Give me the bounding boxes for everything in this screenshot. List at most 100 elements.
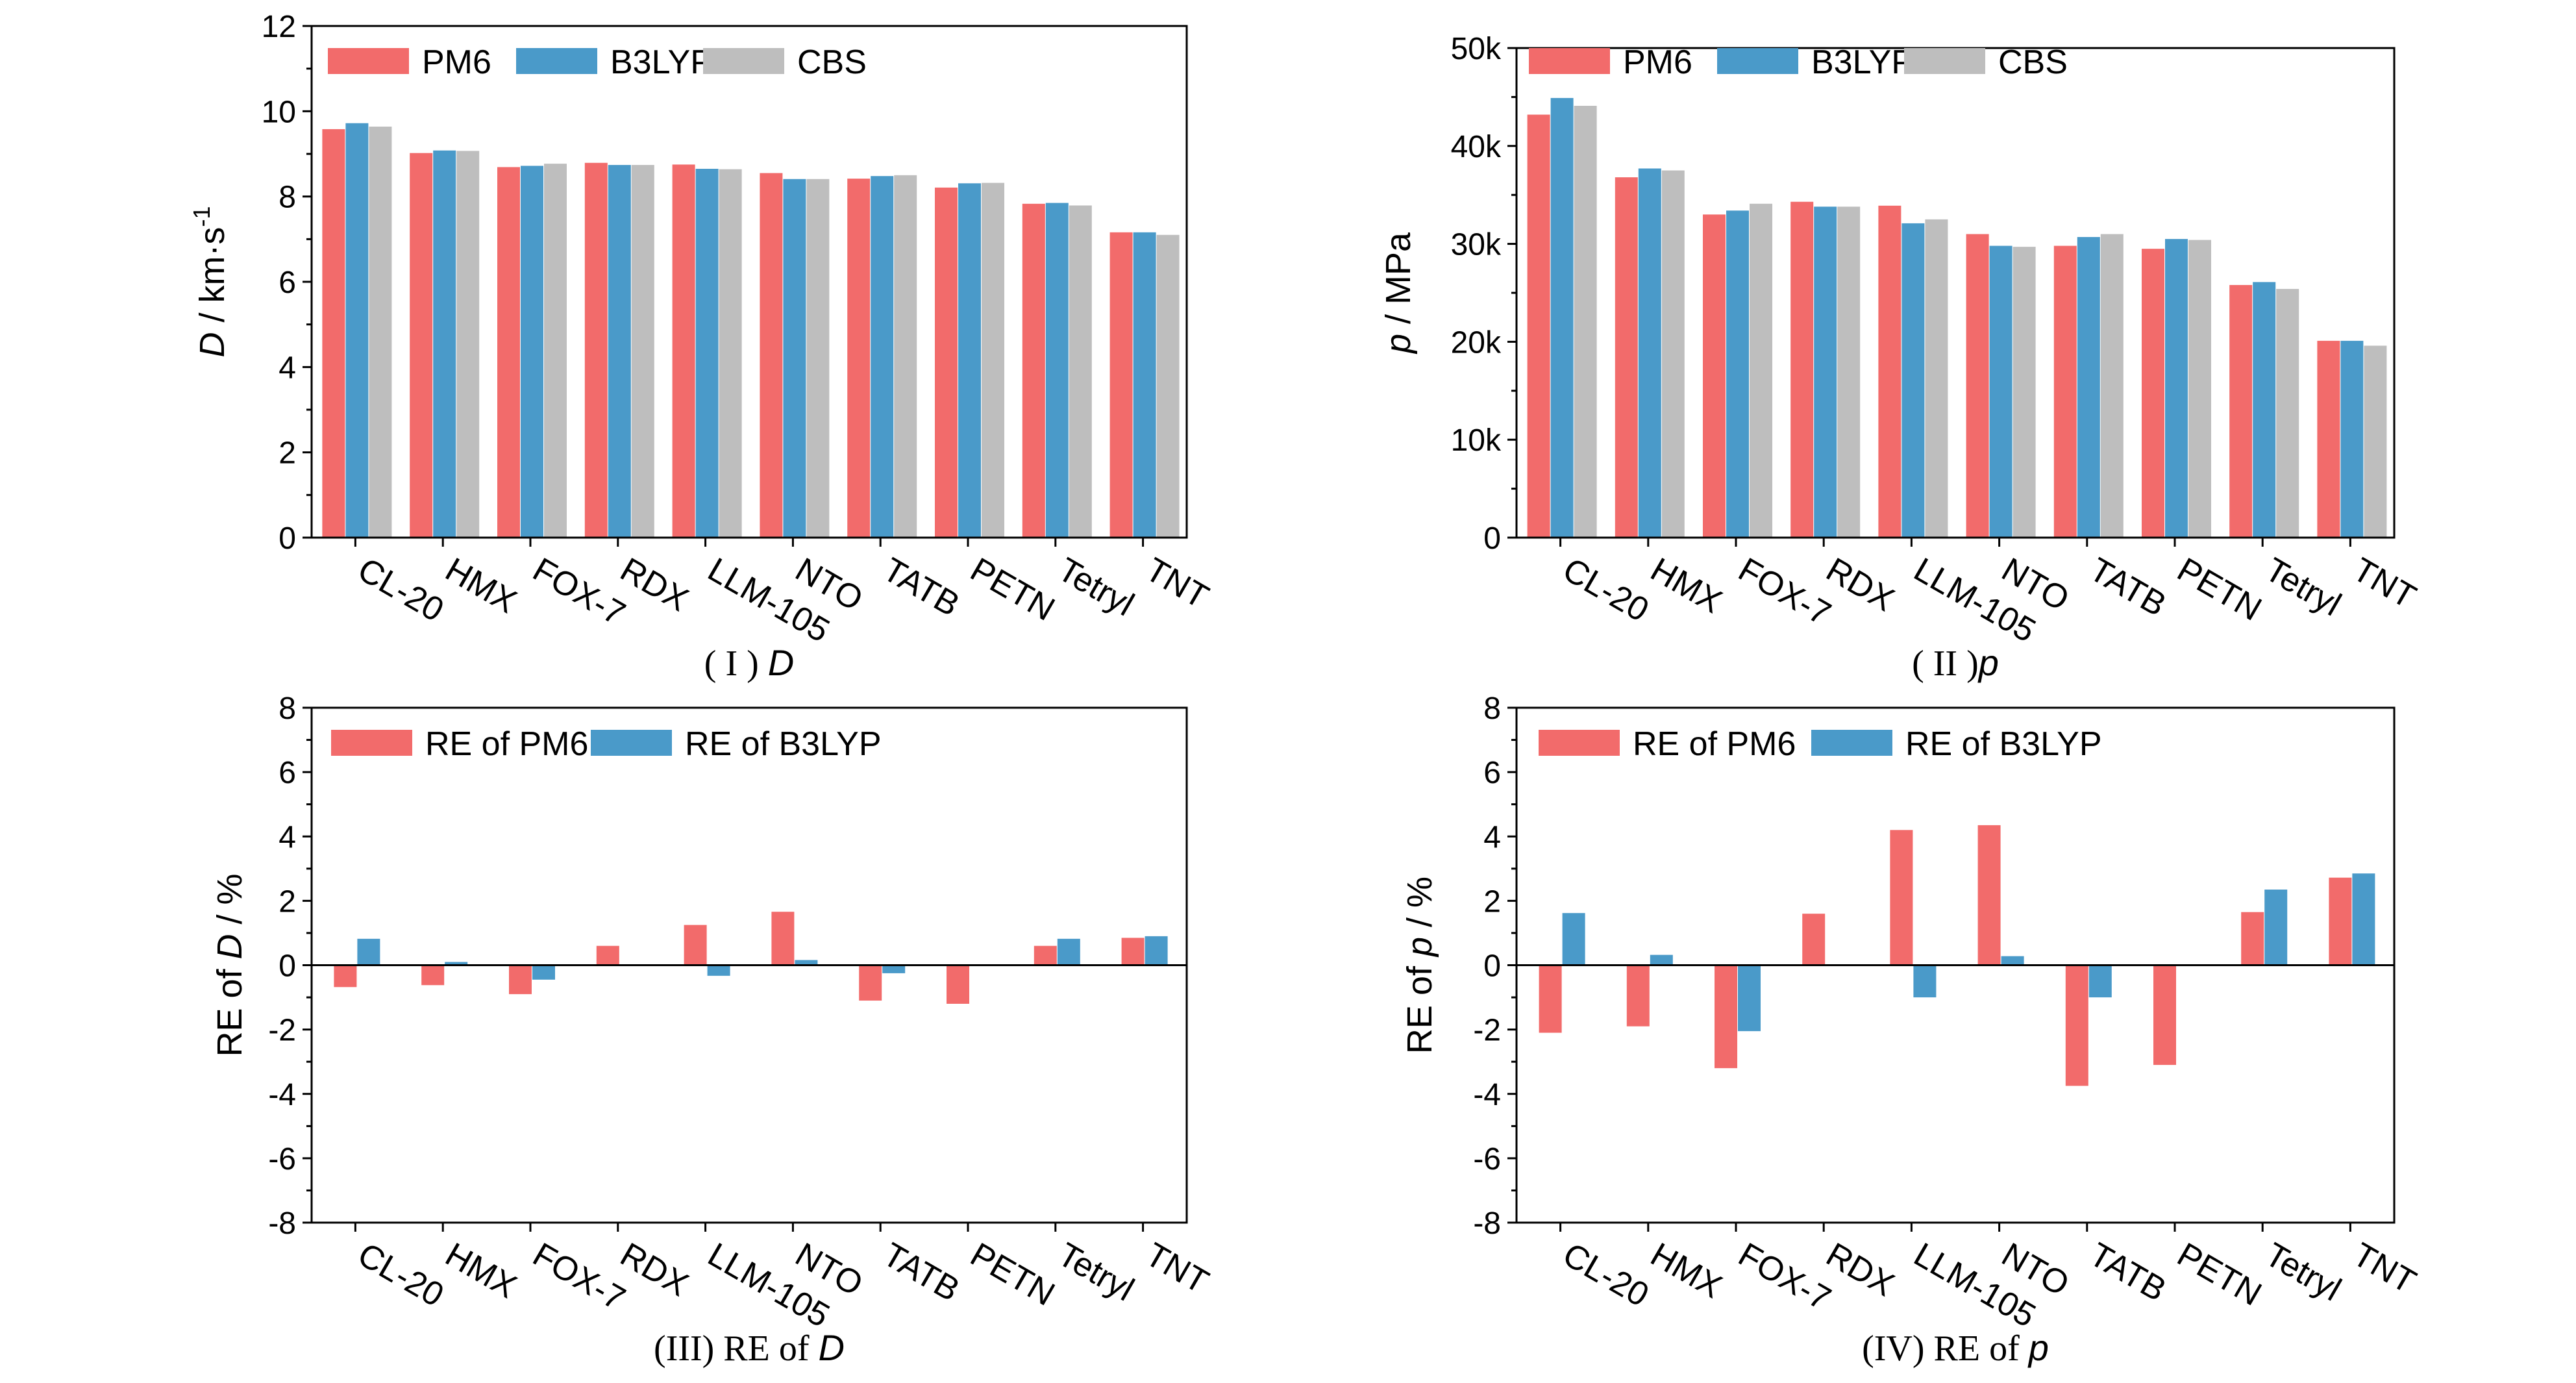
bar-b3lyp-petn (958, 183, 981, 538)
bar-b3lyp-tetryl (2253, 282, 2276, 538)
panel-caption: (IV) RE of p (1862, 1327, 2049, 1369)
bar-re-of-b3lyp-tetryl (2264, 890, 2288, 966)
bar-re-of-pm6-nto (1977, 825, 2001, 966)
panel-caption: (III) RE of D (654, 1327, 845, 1369)
legend-label-cbs: CBS (797, 44, 867, 81)
y-tick-label: 20k (1451, 325, 1502, 360)
y-axis-label: p / MPa (1379, 232, 1418, 355)
bar-re-of-pm6-tatb (2065, 965, 2088, 1086)
y-tick-label: 4 (1483, 820, 1501, 854)
x-tick-label-cl-20: CL-20 (1557, 551, 1655, 629)
y-tick-label: 6 (1483, 756, 1501, 790)
x-tick-label-tnt: TNT (2346, 1236, 2422, 1301)
bar-re-of-b3lyp-fox-7 (532, 965, 555, 980)
bar-pm6-llm-105 (1878, 205, 1901, 538)
bar-pm6-tetryl (1022, 203, 1045, 538)
x-tick-label-tatb: TATB (2083, 1236, 2172, 1309)
bar-b3lyp-rdx (608, 165, 631, 538)
bar-re-of-b3lyp-llm-105 (707, 965, 730, 976)
y-tick-label: 12 (262, 10, 296, 44)
legend-label-cbs: CBS (1998, 44, 2068, 81)
bar-pm6-tnt (2317, 340, 2340, 538)
y-tick-label: -4 (268, 1078, 296, 1112)
x-tick-label-petn: PETN (964, 1236, 1061, 1314)
x-tick-label-tatb: TATB (876, 551, 965, 624)
bar-cbs-llm-105 (1925, 219, 1948, 538)
y-tick-label: 30k (1451, 228, 1502, 262)
bar-re-of-b3lyp-nto (795, 960, 818, 966)
bar-cbs-tnt (2364, 345, 2387, 538)
panel-caption: ( I ) D (704, 642, 794, 684)
legend-swatch-re-of-pm6 (1539, 730, 1620, 756)
bar-cbs-tetryl (2276, 288, 2299, 538)
y-tick-label: -6 (1473, 1142, 1501, 1177)
bar-re-of-b3lyp-llm-105 (1913, 965, 1937, 998)
bar-b3lyp-petn (2165, 239, 2188, 538)
bar-re-of-pm6-tetryl (1034, 945, 1057, 966)
y-axis-label: RE of p / % (1400, 877, 1439, 1054)
bar-cbs-nto (806, 179, 830, 538)
bar-pm6-tetryl (2229, 284, 2253, 538)
bar-pm6-fox-7 (497, 167, 520, 538)
bar-cbs-hmx (1661, 170, 1685, 538)
bar-pm6-hmx (1615, 177, 1638, 538)
y-tick-label: 8 (279, 692, 296, 726)
y-tick-label: 0 (279, 521, 296, 556)
bar-pm6-petn (2142, 249, 2164, 538)
y-tick-label: 40k (1451, 130, 1502, 164)
bar-re-of-pm6-rdx (1802, 914, 1826, 966)
bar-pm6-nto (760, 173, 783, 538)
bar-pm6-fox-7 (1703, 214, 1726, 538)
bar-cbs-fox-7 (544, 164, 567, 538)
bar-pm6-petn (935, 187, 958, 538)
bar-cbs-petn (2188, 240, 2211, 538)
bar-cbs-fox-7 (1750, 203, 1772, 538)
bar-pm6-rdx (584, 162, 608, 538)
x-tick-label-tatb: TATB (2083, 551, 2172, 624)
x-tick-label-hmx: HMX (439, 551, 523, 621)
bar-re-of-pm6-tnt (2329, 877, 2352, 966)
bar-re-of-pm6-hmx (1626, 965, 1650, 1027)
bar-re-of-pm6-llm-105 (684, 925, 707, 966)
bar-re-of-b3lyp-tatb (2088, 965, 2112, 998)
bar-re-of-pm6-petn (947, 965, 969, 1004)
x-tick-label-petn: PETN (2171, 551, 2268, 629)
bar-b3lyp-tnt (2340, 340, 2364, 538)
y-tick-label: -2 (1473, 1014, 1501, 1048)
y-tick-label: 0 (1483, 949, 1501, 984)
y-tick-label: 10 (262, 95, 296, 129)
bar-re-of-pm6-tetryl (2241, 912, 2264, 966)
bar-b3lyp-cl-20 (345, 123, 369, 538)
bar-pm6-cl-20 (322, 129, 345, 538)
y-tick-label: 2 (279, 436, 296, 471)
y-tick-label: 4 (279, 820, 296, 854)
x-tick-label-fox-7: FOX-7 (526, 1236, 632, 1318)
bar-re-of-pm6-llm-105 (1890, 830, 1913, 966)
bar-re-of-b3lyp-tetryl (1057, 938, 1080, 966)
legend-swatch-re-of-b3lyp (1811, 730, 1892, 756)
x-tick-label-hmx: HMX (1644, 551, 1728, 621)
bar-b3lyp-hmx (433, 150, 456, 538)
bar-pm6-llm-105 (672, 164, 695, 538)
x-tick-label-hmx: HMX (1644, 1236, 1728, 1306)
x-tick-label-hmx: HMX (439, 1236, 523, 1306)
bar-cbs-rdx (1837, 206, 1861, 538)
bar-re-of-b3lyp-tnt (2352, 873, 2375, 966)
y-axis-label: RE of D / % (210, 873, 249, 1056)
legend-swatch-re-of-pm6 (331, 730, 412, 756)
bar-re-of-b3lyp-nto (2001, 956, 2024, 966)
bar-cbs-nto (2012, 247, 2036, 538)
bar-b3lyp-nto (1989, 245, 2012, 538)
bar-b3lyp-fox-7 (1726, 210, 1749, 538)
bar-re-of-b3lyp-cl-20 (357, 938, 380, 966)
y-tick-label: 4 (279, 351, 296, 385)
bar-cbs-tnt (1156, 234, 1180, 538)
x-tick-label-tnt: TNT (1139, 1236, 1215, 1301)
bar-b3lyp-tatb (871, 176, 894, 538)
y-tick-label: 8 (279, 181, 296, 215)
x-tick-label-cl-20: CL-20 (1557, 1236, 1655, 1314)
bar-re-of-pm6-rdx (596, 945, 619, 966)
panel-caption: ( II )p (1912, 642, 1999, 684)
legend-swatch-b3lyp (1717, 48, 1798, 74)
